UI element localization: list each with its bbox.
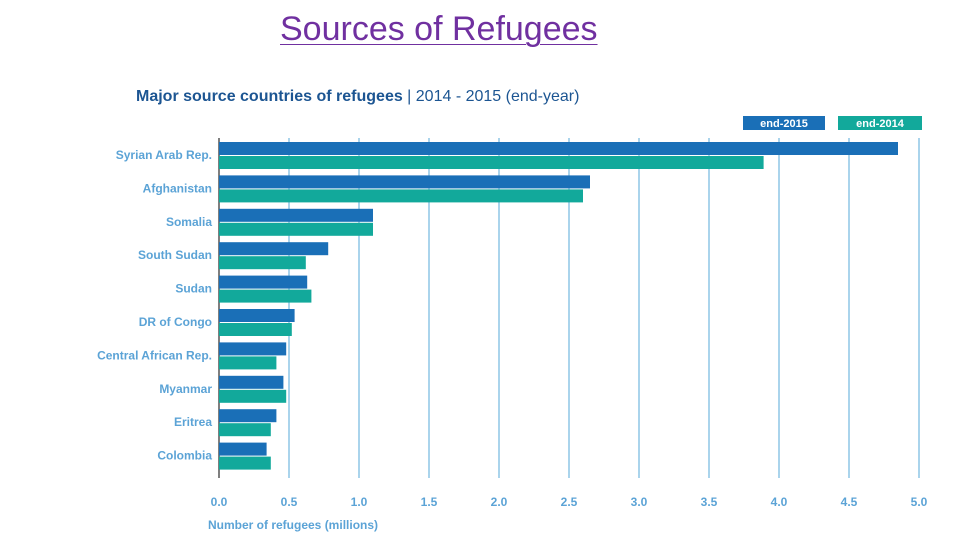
legend-swatch-end-2014	[838, 116, 922, 130]
x-tick-label: 1.0	[351, 495, 368, 509]
chart-title: Major source countries of refugees | 201…	[136, 88, 579, 105]
category-label: Central African Rep.	[97, 348, 212, 362]
category-labels: Syrian Arab Rep. Afghanistan Somalia South …	[97, 148, 212, 463]
legend-swatch-end-2015	[743, 116, 825, 130]
category-label: Colombia	[157, 449, 212, 463]
category-label: Somalia	[166, 215, 212, 229]
bar-end-2014	[219, 222, 373, 236]
bar-end-2014	[219, 356, 277, 370]
bar-end-2014	[219, 289, 312, 303]
chart-title-bold: Major source countries of refugees	[136, 88, 403, 105]
x-tick-labels: 0.0 0.5 1.0 1.5 2.0 2.5 3.0 3.5 4.0 4.5 5.0	[211, 495, 928, 509]
x-tick-label: 1.5	[421, 495, 438, 509]
legend-label: end-2015	[760, 118, 808, 130]
x-tick-label: 2.0	[491, 495, 508, 509]
x-tick-label: 3.0	[631, 495, 648, 509]
category-label: Eritrea	[174, 415, 212, 429]
bar-end-2015	[219, 142, 898, 155]
gridlines	[218, 138, 920, 478]
x-tick-label: 4.0	[771, 495, 788, 509]
bar-end-2014	[219, 423, 271, 437]
bar-end-2014	[219, 156, 764, 169]
bar-end-2015	[219, 275, 308, 289]
slide-title: Sources of Refugees	[280, 10, 598, 48]
category-label: Afghanistan	[143, 181, 212, 195]
bar-end-2014	[219, 256, 306, 270]
bar-end-2014	[219, 189, 583, 203]
category-label: DR of Congo	[139, 315, 212, 329]
bar-end-2015	[219, 208, 373, 222]
chart-title-rest: | 2014 - 2015 (end-year)	[403, 88, 580, 105]
bar-end-2015	[219, 375, 284, 389]
bar-end-2015	[219, 242, 329, 256]
legend: end-2015 end-2014	[743, 116, 922, 130]
x-axis-label: Number of refugees (millions)	[208, 518, 378, 532]
bar-end-2015	[219, 442, 267, 456]
legend-label: end-2014	[856, 118, 905, 130]
x-tick-label: 3.5	[701, 495, 718, 509]
bar-end-2015	[219, 342, 287, 356]
category-label: Syrian Arab Rep.	[116, 148, 212, 162]
bars	[219, 142, 898, 470]
x-tick-label: 5.0	[911, 495, 928, 509]
bar-end-2014	[219, 389, 287, 403]
bar-end-2015	[219, 409, 277, 423]
x-tick-label: 0.5	[281, 495, 298, 509]
x-tick-label: 2.5	[561, 495, 578, 509]
x-tick-label: 0.0	[211, 495, 228, 509]
category-label: Myanmar	[159, 382, 212, 396]
bar-end-2014	[219, 323, 292, 336]
category-label: South Sudan	[138, 248, 212, 262]
bar-end-2014	[219, 456, 271, 470]
bar-end-2015	[219, 175, 590, 189]
category-label: Sudan	[175, 282, 212, 296]
bar-end-2015	[219, 309, 295, 322]
x-tick-label: 4.5	[841, 495, 858, 509]
